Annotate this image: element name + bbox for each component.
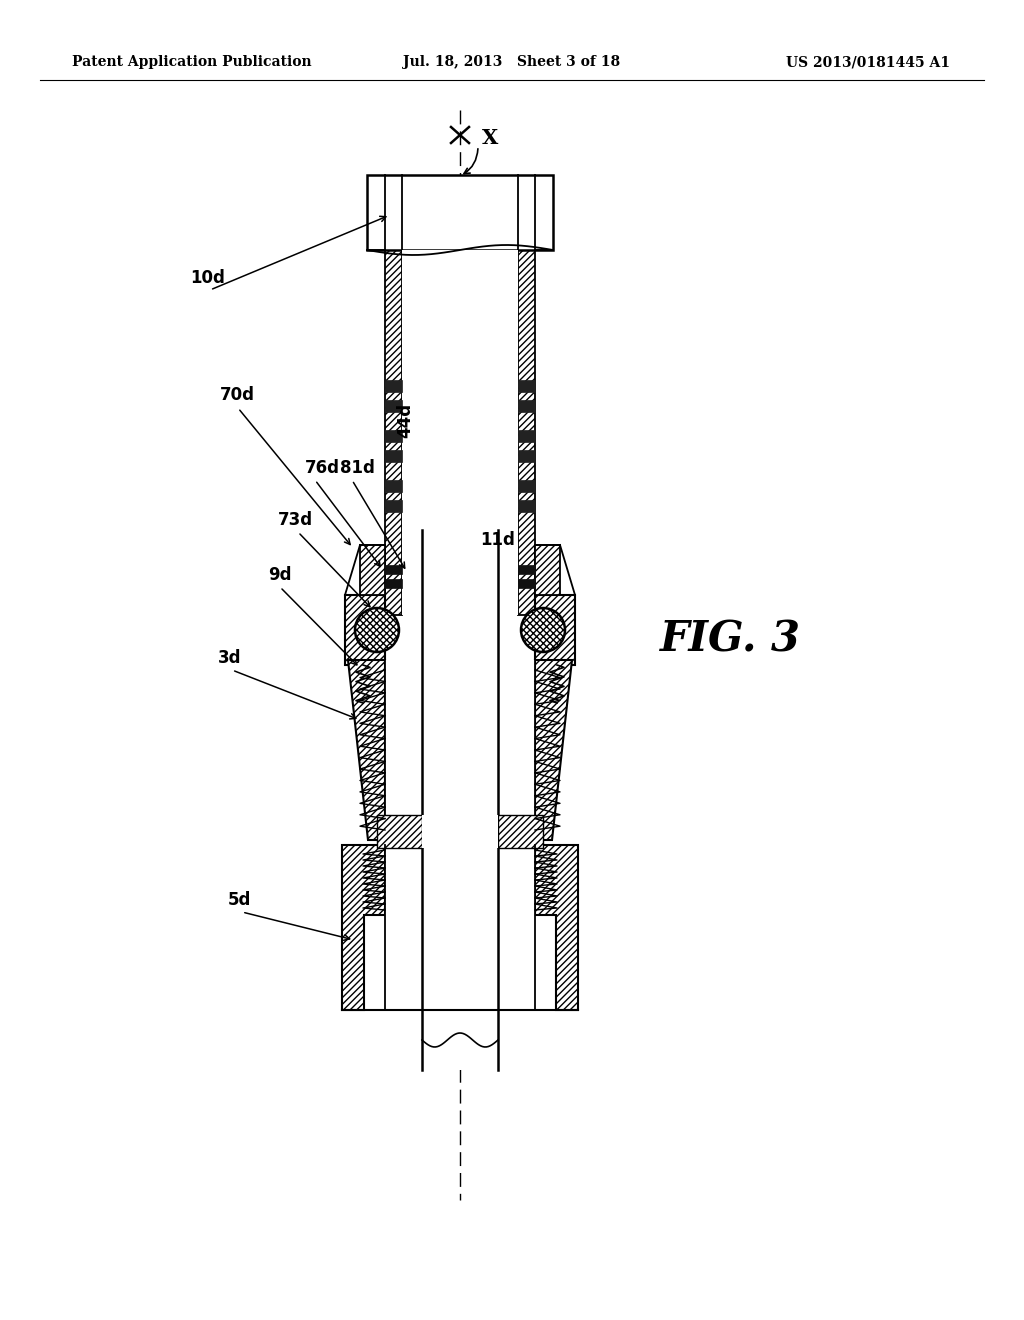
Bar: [518, 380, 535, 392]
Bar: [498, 814, 543, 847]
Polygon shape: [342, 845, 385, 1010]
Bar: [535, 545, 560, 595]
Text: 9d: 9d: [268, 566, 292, 583]
Bar: [518, 430, 535, 442]
Text: X: X: [482, 128, 499, 148]
Text: 44d: 44d: [396, 403, 414, 437]
Text: US 2013/0181445 A1: US 2013/0181445 A1: [786, 55, 950, 69]
Bar: [422, 814, 498, 847]
Bar: [402, 249, 518, 615]
Text: Jul. 18, 2013   Sheet 3 of 18: Jul. 18, 2013 Sheet 3 of 18: [403, 55, 621, 69]
Text: 3d: 3d: [218, 649, 242, 667]
Text: 5d: 5d: [228, 891, 251, 909]
Bar: [385, 565, 402, 574]
Polygon shape: [535, 845, 578, 1010]
Text: 76d: 76d: [305, 459, 340, 477]
Bar: [385, 579, 402, 587]
Bar: [518, 249, 535, 615]
Bar: [360, 545, 385, 595]
Bar: [385, 450, 402, 462]
Circle shape: [521, 609, 565, 652]
Polygon shape: [348, 660, 385, 840]
Text: FIG. 3: FIG. 3: [659, 619, 801, 661]
Bar: [518, 500, 535, 512]
Bar: [518, 579, 535, 587]
Bar: [422, 531, 498, 1071]
Bar: [518, 565, 535, 574]
Text: 11d: 11d: [480, 531, 515, 549]
Bar: [385, 400, 402, 412]
Bar: [385, 249, 402, 615]
Bar: [385, 845, 535, 1010]
Bar: [377, 814, 422, 847]
Bar: [385, 430, 402, 442]
Text: Patent Application Publication: Patent Application Publication: [72, 55, 311, 69]
Bar: [385, 500, 402, 512]
Bar: [385, 380, 402, 392]
Text: 81d: 81d: [340, 459, 375, 477]
Text: 70d: 70d: [220, 385, 255, 404]
Text: 73d: 73d: [278, 511, 313, 529]
Polygon shape: [535, 660, 572, 840]
Bar: [385, 480, 402, 492]
Bar: [518, 480, 535, 492]
Bar: [385, 660, 535, 840]
Bar: [518, 450, 535, 462]
Bar: [345, 595, 385, 665]
Text: 10d: 10d: [190, 269, 225, 286]
Circle shape: [355, 609, 399, 652]
Bar: [367, 176, 553, 249]
Bar: [518, 400, 535, 412]
Bar: [535, 595, 575, 665]
